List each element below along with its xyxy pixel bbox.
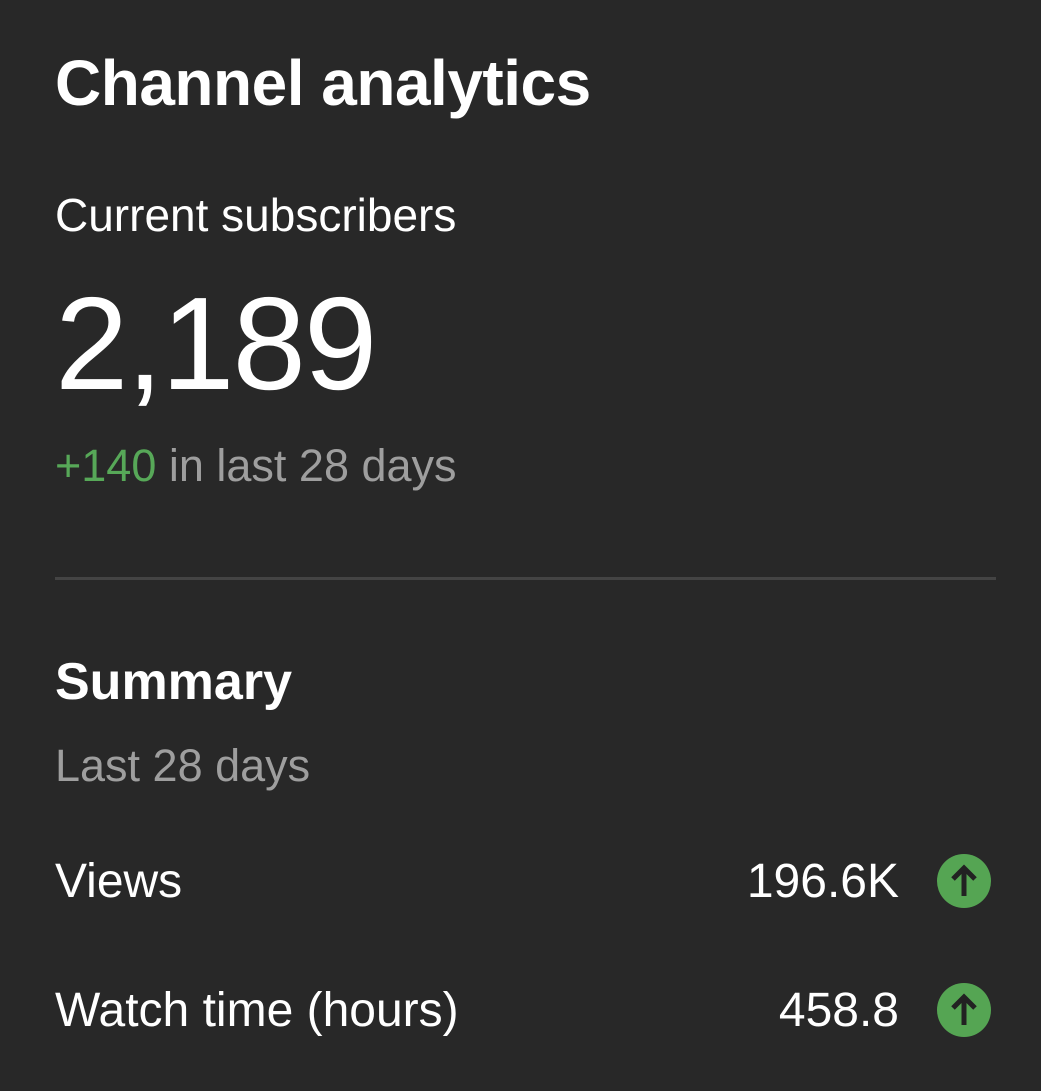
subscribers-delta-value: +140 xyxy=(55,440,157,491)
summary-period: Last 28 days xyxy=(55,740,311,791)
subscribers-delta-suffix: in last 28 days xyxy=(156,440,457,491)
metric-row-watch-time[interactable]: Watch time (hours) 458.8 xyxy=(55,980,991,1040)
metric-value: 196.6K xyxy=(746,854,899,908)
subscribers-label: Current subscribers xyxy=(55,189,457,241)
page-title: Channel analytics xyxy=(55,47,591,119)
summary-title: Summary xyxy=(55,653,292,711)
arrow-up-circle-icon xyxy=(937,854,991,908)
metric-label: Watch time (hours) xyxy=(55,983,459,1037)
divider xyxy=(55,577,996,580)
subscribers-count: 2,189 xyxy=(55,270,377,417)
subscribers-delta: +140 in last 28 days xyxy=(55,440,457,492)
metric-value: 458.8 xyxy=(778,983,899,1037)
arrow-up-circle-icon xyxy=(937,983,991,1037)
metric-row-views[interactable]: Views 196.6K xyxy=(55,851,991,911)
metric-label: Views xyxy=(55,854,183,908)
